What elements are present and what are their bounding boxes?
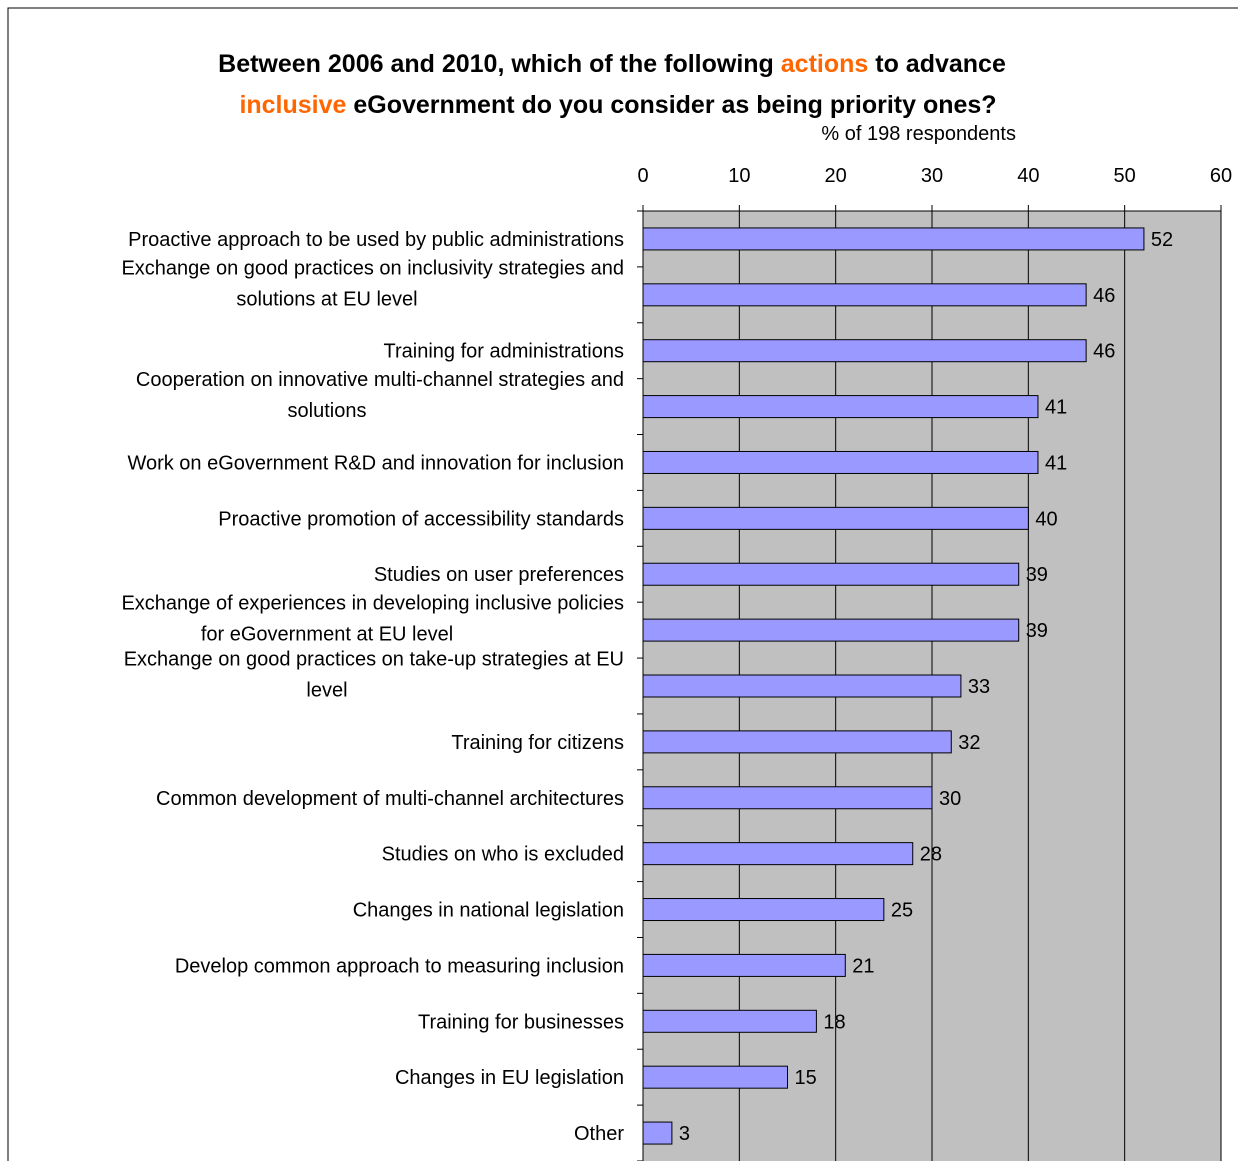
data-label: 33 bbox=[968, 676, 990, 698]
data-label: 40 bbox=[1035, 508, 1057, 530]
bar bbox=[642, 339, 1087, 363]
x-tick-label: 10 bbox=[728, 165, 750, 187]
x-tick-label: 50 bbox=[1114, 165, 1136, 187]
bar bbox=[642, 562, 1020, 586]
bar bbox=[642, 842, 914, 866]
title-segment: inclusive bbox=[239, 91, 346, 119]
category-label: solutions at EU level bbox=[236, 288, 417, 310]
category-label: Exchange of experiences in developing in… bbox=[121, 593, 624, 615]
bar bbox=[642, 1065, 788, 1089]
data-label: 28 bbox=[920, 844, 942, 866]
x-tick-label: 0 bbox=[637, 165, 648, 187]
category-label: Common development of multi-channel arch… bbox=[156, 788, 624, 810]
data-label: 25 bbox=[891, 900, 913, 922]
bar bbox=[642, 786, 933, 810]
category-label: Training for businesses bbox=[418, 1011, 624, 1033]
data-label: 41 bbox=[1045, 452, 1067, 474]
bar bbox=[642, 450, 1039, 474]
category-label: Cooperation on innovative multi-channel … bbox=[136, 369, 624, 391]
data-label: 41 bbox=[1045, 397, 1067, 419]
category-label: Training for administrations bbox=[384, 341, 624, 363]
category-label: level bbox=[306, 680, 347, 702]
bar bbox=[642, 283, 1087, 307]
data-label: 15 bbox=[795, 1067, 817, 1089]
data-label: 21 bbox=[852, 955, 874, 977]
plot-area: 0 10 20 30 40 50 60 52 Proactive approach to be … bbox=[121, 165, 1232, 1162]
bar bbox=[642, 1121, 673, 1145]
bar bbox=[642, 618, 1020, 642]
category-label: Exchange on good practices on inclusivit… bbox=[121, 257, 624, 279]
bar bbox=[642, 730, 952, 754]
x-tick-label: 60 bbox=[1210, 165, 1232, 187]
category-label: Studies on who is excluded bbox=[382, 844, 624, 866]
bar bbox=[642, 395, 1039, 419]
category-label: Changes in EU legislation bbox=[395, 1067, 624, 1089]
bar bbox=[642, 898, 885, 922]
category-label: for eGovernment at EU level bbox=[201, 624, 453, 646]
bar bbox=[642, 506, 1029, 530]
category-label: Changes in national legislation bbox=[353, 900, 624, 922]
category-label: Training for citizens bbox=[451, 732, 624, 754]
title-segment: to advance bbox=[868, 50, 1006, 78]
data-label: 46 bbox=[1093, 285, 1115, 307]
data-label: 32 bbox=[958, 732, 980, 754]
category-label: solutions bbox=[288, 400, 367, 422]
data-label: 30 bbox=[939, 788, 961, 810]
data-label: 18 bbox=[823, 1011, 845, 1033]
chart-title-line-2: inclusive eGovernment do you consider as… bbox=[239, 91, 996, 119]
category-label: Other bbox=[574, 1123, 624, 1145]
x-tick-label: 40 bbox=[1017, 165, 1039, 187]
x-tick-label: 30 bbox=[921, 165, 943, 187]
bar bbox=[642, 227, 1145, 251]
data-label: 3 bbox=[679, 1123, 690, 1145]
data-label: 39 bbox=[1026, 564, 1048, 586]
title-segment: actions bbox=[781, 50, 869, 78]
category-label: Proactive approach to be used by public … bbox=[128, 229, 624, 251]
bar bbox=[642, 953, 846, 977]
chart-title-line-1: Between 2006 and 2010, which of the foll… bbox=[218, 50, 1006, 78]
data-label: 39 bbox=[1026, 620, 1048, 642]
title-segment: Between 2006 and 2010, which of the foll… bbox=[218, 50, 781, 78]
category-label: Develop common approach to measuring inc… bbox=[175, 955, 624, 977]
category-label: Proactive promotion of accessibility sta… bbox=[218, 508, 624, 530]
category-label: Work on eGovernment R&D and innovation f… bbox=[127, 452, 624, 474]
data-label: 52 bbox=[1151, 229, 1173, 251]
data-label: 46 bbox=[1093, 341, 1115, 363]
title-segment: eGovernment do you consider as being pri… bbox=[346, 91, 996, 119]
bar bbox=[642, 674, 962, 698]
category-label: Studies on user preferences bbox=[374, 564, 624, 586]
bar bbox=[642, 1009, 817, 1033]
category-label: Exchange on good practices on take-up st… bbox=[124, 649, 624, 671]
x-tick-label: 20 bbox=[825, 165, 847, 187]
chart-subtitle: % of 198 respondents bbox=[821, 123, 1016, 145]
